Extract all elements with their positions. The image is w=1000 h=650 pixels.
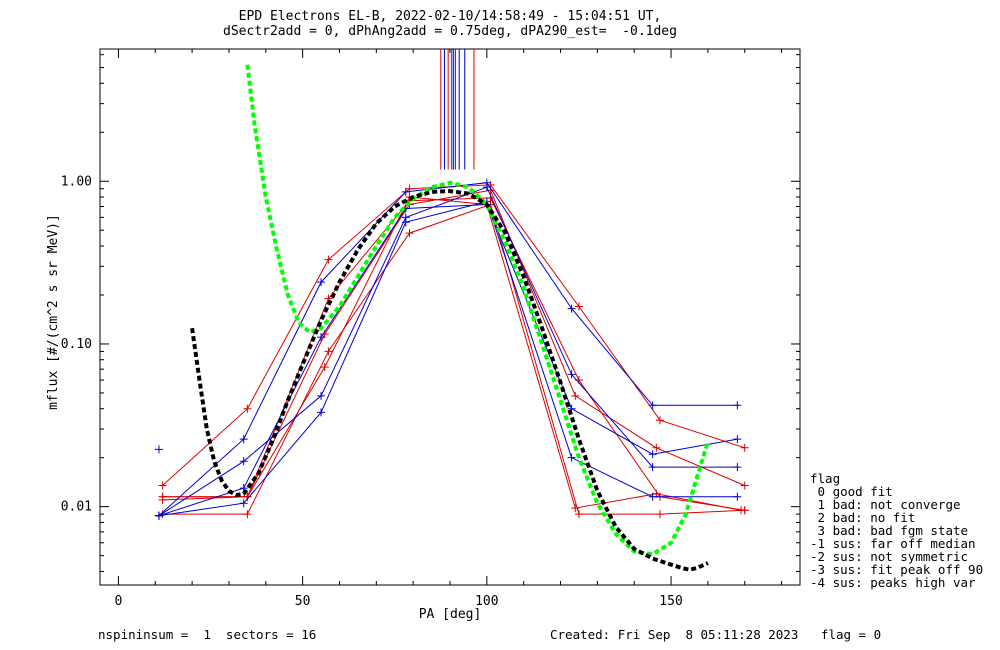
series-line-red [162,203,745,515]
series-line-blue [158,182,738,517]
data-point [317,408,326,417]
y-axis-label: mflux [#/(cm^2 s sr MeV)] [46,214,61,410]
data-point [243,404,252,413]
data-point [567,453,576,462]
data-point [567,304,576,313]
data-point [737,506,746,515]
data-point [648,450,657,459]
data-point [733,401,742,410]
data-point [405,229,414,238]
y-tick-label: 0.01 [61,500,92,515]
data-point [648,401,657,410]
series-line-blue [158,203,738,517]
footer-right: Created: Fri Sep 8 05:11:28 2023 flag = … [550,627,882,642]
data-point [317,333,326,342]
data-point [656,416,664,425]
data-point [324,347,333,356]
data-point [571,391,580,400]
legend-title: flag [810,471,841,486]
legend-item: -2 sus: not symmetric [810,549,969,564]
data-point [324,255,333,264]
series-line-blue [158,201,738,517]
legend-item: 0 good fit [810,484,893,499]
data-point [574,510,583,519]
x-tick-label: 50 [295,594,311,609]
legend-item: -1 sus: far off median [810,536,976,551]
data-point [154,445,163,454]
legend-item: 1 bad: not converge [810,497,961,512]
footer-left: nspininsum = 1 sectors = 16 [98,627,317,642]
chart-title-line2: dSectr2add = 0, dPhAng2add = 0.75deg, dP… [223,24,677,39]
data-point [740,481,749,490]
data-point [571,504,580,513]
x-axis-label: PA [deg] [419,607,482,622]
data-point [401,187,410,196]
series-line-blue [158,186,738,517]
x-tick-label: 100 [475,594,498,609]
data-point [656,510,664,519]
data-point [648,463,657,472]
data-point [317,391,326,400]
x-tick-label: 0 [115,594,123,609]
data-point [158,481,167,490]
data-point [320,363,329,372]
data-point [239,435,248,444]
data-point [567,370,576,379]
data-point [574,302,583,311]
series-line-red [162,196,742,511]
data-point [733,435,742,444]
legend-item: 2 bad: no fit [810,510,916,525]
data-point [243,510,252,519]
legend-item: -4 sus: peaks high var [810,575,976,590]
series-line-red [162,189,745,501]
legend-item: 3 bad: bad fgm state [810,523,969,538]
data-point [317,278,326,287]
series-line-red [162,184,745,486]
series-line-red [162,197,745,511]
data-point [652,443,661,452]
green-fit [245,64,710,557]
y-tick-label: 0.10 [61,337,92,352]
black-fit [190,189,709,572]
y-tick-label: 1.00 [61,174,92,189]
legend-item: -3 sus: fit peak off 90 [810,562,984,577]
data-point [482,183,491,192]
data-point [740,443,749,452]
x-tick-label: 150 [659,594,682,609]
data-point [158,492,167,501]
data-point [239,457,248,466]
plot-frame [99,48,801,586]
data-point [154,511,163,520]
data-point [239,499,248,508]
data-point [648,492,657,501]
data-point [733,463,742,472]
data-point [733,492,742,501]
chart-title-line1: EPD Electrons EL-B, 2022-02-10/14:58:49 … [238,9,662,24]
data-point [401,213,410,222]
